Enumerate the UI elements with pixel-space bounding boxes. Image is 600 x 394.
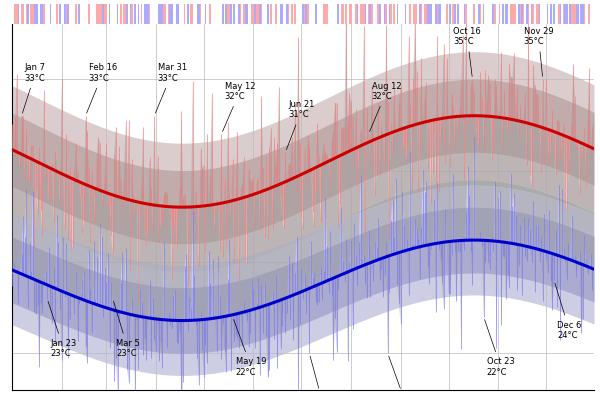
Text: May 19
22°C: May 19 22°C [233, 320, 266, 377]
Text: Mar 31
33°C: Mar 31 33°C [155, 63, 187, 113]
Text: Jun 21
31°C: Jun 21 31°C [286, 100, 315, 150]
Text: Mar 5
23°C: Mar 5 23°C [113, 301, 140, 358]
Text: Aug 12
32°C: Aug 12 32°C [370, 82, 401, 132]
Text: May 12
32°C: May 12 32°C [223, 82, 255, 132]
Text: Feb 16
33°C: Feb 16 33°C [86, 63, 117, 113]
Text: Nov 29
35°C: Nov 29 35°C [524, 27, 553, 76]
Text: Jul 6
20°C: Jul 6 20°C [310, 356, 333, 394]
Text: Aug 24
20°C: Aug 24 20°C [389, 356, 421, 394]
Text: Dec 6
24°C: Dec 6 24°C [555, 283, 581, 340]
Text: Oct 23
22°C: Oct 23 22°C [485, 320, 515, 377]
Text: Jan 7
33°C: Jan 7 33°C [22, 63, 46, 113]
Text: Oct 16
35°C: Oct 16 35°C [453, 27, 481, 76]
Text: Jan 23
23°C: Jan 23 23°C [48, 301, 77, 358]
